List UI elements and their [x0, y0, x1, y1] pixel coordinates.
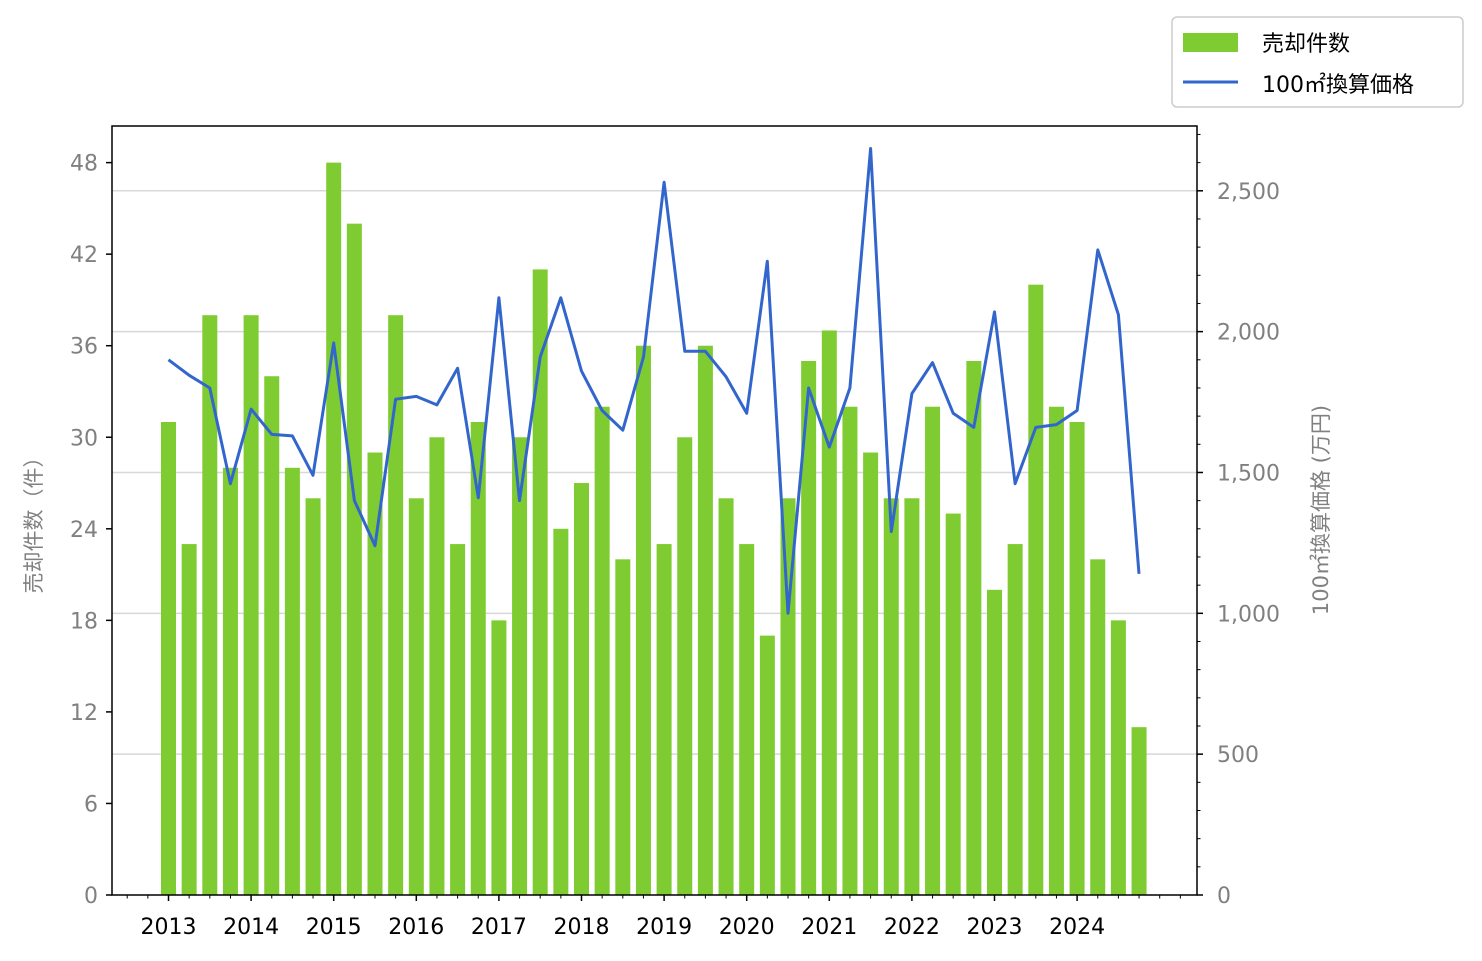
right-tick-label: 2,000	[1217, 321, 1280, 346]
bar	[1069, 422, 1085, 895]
bar	[202, 315, 218, 895]
bar	[925, 406, 941, 895]
bar	[388, 315, 404, 895]
right-y-axis: 0 500 1,000 1,500 2,000 2,500	[1197, 133, 1280, 909]
legend-label-line: 100㎡換算価格	[1262, 72, 1414, 98]
bar	[367, 452, 383, 895]
bar	[656, 544, 672, 895]
x-tick-label: 2018	[554, 915, 610, 940]
left-tick-label: 30	[70, 426, 98, 451]
bar	[181, 544, 197, 895]
bar	[904, 498, 920, 895]
bar	[222, 467, 238, 895]
left-y-axis: 0 6 12 18 24 30 36 42 48	[70, 152, 112, 909]
x-tick-label: 2021	[801, 915, 857, 940]
bar	[1131, 727, 1147, 895]
bar	[491, 620, 507, 895]
bar	[574, 483, 589, 895]
right-tick-label: 1,500	[1217, 461, 1280, 486]
bar-series	[161, 162, 1147, 896]
left-tick-label: 12	[70, 701, 98, 726]
right-tick-label: 2,500	[1217, 180, 1280, 205]
bar	[1028, 284, 1044, 896]
bar	[408, 498, 424, 895]
bar	[677, 437, 693, 895]
x-tick-label: 2014	[223, 915, 279, 940]
bar	[594, 406, 610, 895]
left-tick-label: 6	[84, 792, 98, 817]
line-series	[167, 147, 1141, 615]
bar	[305, 498, 321, 895]
bar	[1110, 620, 1126, 895]
left-tick-label: 42	[70, 243, 98, 268]
bar	[966, 360, 982, 895]
left-axis-label: 売却件数（件）	[22, 447, 46, 594]
bar	[883, 498, 899, 895]
bar	[718, 498, 734, 895]
bar	[553, 528, 569, 895]
right-tick-label: 0	[1217, 884, 1231, 909]
left-tick-label: 18	[70, 609, 98, 634]
bar	[821, 330, 837, 895]
bar	[326, 162, 342, 896]
right-tick-label: 1,000	[1217, 602, 1280, 627]
left-tick-label: 36	[70, 335, 98, 360]
legend-bar-swatch	[1183, 33, 1238, 52]
bar	[615, 559, 631, 895]
x-tick-label: 2024	[1049, 915, 1105, 940]
legend-box	[1171, 16, 1464, 108]
bar	[470, 422, 486, 895]
x-tick-label: 2022	[884, 915, 940, 940]
bar	[346, 223, 362, 896]
price-line	[167, 147, 1141, 615]
bar	[759, 635, 775, 895]
bar	[450, 544, 466, 895]
bar	[780, 498, 796, 895]
bar	[1090, 559, 1106, 895]
bar	[739, 544, 755, 895]
bar	[429, 437, 445, 895]
right-tick-label: 500	[1217, 743, 1259, 768]
x-tick-label: 2015	[306, 915, 362, 940]
x-tick-label: 2019	[636, 915, 692, 940]
bar	[697, 345, 713, 895]
x-tick-label: 2013	[141, 915, 197, 940]
bar	[987, 589, 1002, 895]
bar	[243, 315, 259, 895]
left-tick-label: 0	[84, 884, 98, 909]
bar	[532, 269, 548, 896]
legend: 売却件数 100㎡換算価格	[1171, 16, 1464, 108]
bar	[842, 406, 858, 895]
legend-label-bars: 売却件数	[1262, 32, 1350, 57]
bar	[801, 360, 817, 895]
x-tick-label: 2020	[719, 915, 775, 940]
bar	[863, 452, 879, 895]
bar	[1007, 544, 1023, 895]
x-tick-label: 2023	[967, 915, 1023, 940]
left-tick-label: 24	[70, 518, 98, 543]
bar	[635, 345, 651, 895]
bar	[945, 513, 961, 895]
bar	[512, 437, 528, 895]
x-tick-label: 2017	[471, 915, 527, 940]
bar	[161, 422, 176, 895]
bar	[284, 467, 300, 895]
x-axis: 2013 2014 2015 2016 2017 2018 2019 2020 2021 2022…	[126, 895, 1181, 940]
plot-frame	[111, 125, 1198, 896]
left-tick-label: 48	[70, 152, 98, 177]
x-tick-label: 2016	[388, 915, 444, 940]
bar	[1048, 406, 1064, 895]
right-axis-label: 100㎡換算価格 (万円)	[1309, 405, 1333, 615]
bar	[264, 376, 280, 895]
